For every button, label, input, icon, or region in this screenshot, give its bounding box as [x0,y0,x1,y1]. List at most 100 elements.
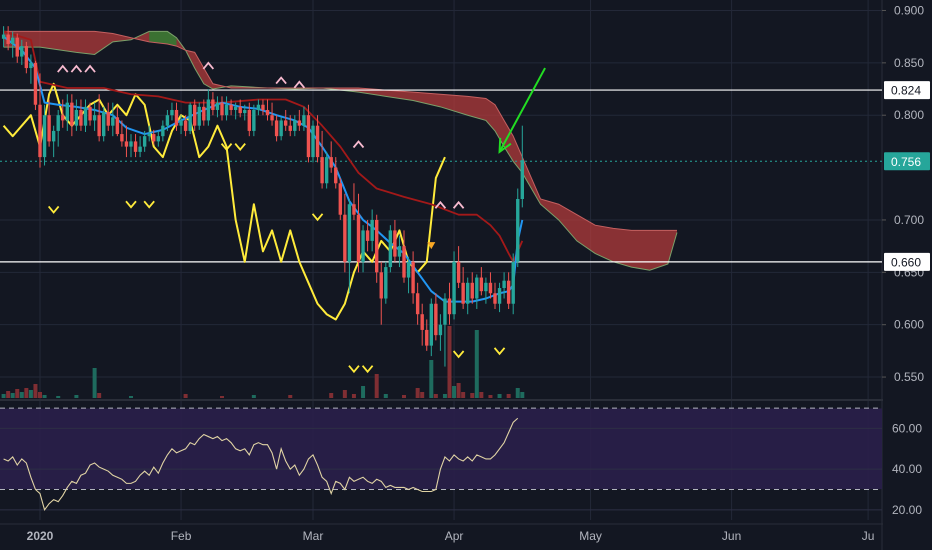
volume-bar [429,360,434,398]
candle-body [470,282,474,299]
rsi-line [3,417,519,512]
candle-body [256,104,261,110]
candle-body [92,115,97,121]
ichimoku-cloud [3,30,678,271]
callout-arrow-shaft [498,67,546,153]
volume-bar [74,395,79,398]
signal-up-marker [202,61,215,70]
candle-body [152,134,156,142]
price-tick-label: 0.850 [894,56,924,70]
candle-body [506,280,511,304]
candle-body [156,136,160,142]
price-tick-label: 0.600 [894,318,924,332]
volume-bar [515,388,520,398]
candle-body [24,46,29,69]
candle-body [65,102,69,121]
candle-body [315,125,320,158]
volume-bar [183,394,188,398]
candle-body [102,112,106,137]
candle-body [302,115,306,126]
candlesticks [1,26,524,367]
candle-body [429,303,433,346]
time-tick-label: May [579,529,602,543]
signal-up-marker [452,200,465,209]
signal-down-marker [143,200,155,209]
signal-down-marker [220,143,233,152]
volume-bar [497,394,502,398]
volume-bar [447,326,452,398]
price-tick-label: 0.700 [894,213,924,227]
signal-up-marker [434,200,447,209]
senkou-span-a [3,30,677,231]
signal-up-marker [57,64,69,73]
candle-body [211,99,215,110]
price-badge-label: 0.660 [891,255,921,269]
candle-body [365,230,370,241]
time-tick-label: Feb [171,529,192,543]
price-badge-label: 0.824 [891,84,921,98]
volume-bar [470,393,475,398]
candle-body [411,261,415,294]
candle-body [452,261,456,315]
candle-body [388,230,393,268]
signal-down-marker [311,213,324,222]
candle-body [224,104,229,116]
volume-bar [28,390,33,398]
volume-bar [56,396,61,398]
time-tick-label: Apr [445,529,464,543]
triangle-marker [427,242,436,250]
rsi-shaded-band [0,408,882,490]
volume-bars [1,326,525,398]
candle-body [115,117,120,135]
candle-body [475,277,479,299]
candle-body [311,125,315,158]
candle-body [520,160,524,199]
volume-bar [361,386,366,398]
candle-body [129,141,133,147]
signal-down-marker [125,200,137,209]
candle-body [502,280,506,289]
candle-body [183,120,188,131]
volume-bar [24,388,29,398]
candle-body [279,120,283,137]
candle-body [320,157,324,184]
candle-body [42,115,47,158]
candle-body [6,34,10,44]
price-badges: 0.824 0.660 0.756 [884,81,930,271]
candle-body [252,109,256,131]
candle-body [288,125,292,131]
candle-body [233,106,238,110]
horizontal-lines[interactable] [0,89,882,263]
volume-bar [452,386,457,398]
volume-bar [10,393,15,398]
volume-bar [474,330,479,398]
candle-body [334,167,338,184]
candle-body [106,112,110,126]
candle-body [142,136,147,147]
candle-body [38,104,42,158]
candle-body [11,37,15,44]
candle-body [493,293,497,304]
candle-body [447,298,452,315]
signal-down-marker [47,205,60,214]
volume-bar [374,374,379,398]
candle-body [338,183,342,215]
volume-bar [456,383,461,398]
volume-bar [38,392,42,398]
candle-body [497,288,502,304]
candle-body [229,104,233,110]
volume-bar [351,394,356,398]
candle-body [293,120,297,131]
candle-body [420,314,424,330]
senkou-span-b [3,30,678,271]
candle-body [147,134,151,137]
volume-bar [520,392,525,398]
candle-body [29,62,33,69]
candle-body [402,246,406,278]
volume-bar [506,394,511,398]
candle-body [443,298,447,325]
signal-markers [47,61,546,374]
candle-body [111,117,115,126]
